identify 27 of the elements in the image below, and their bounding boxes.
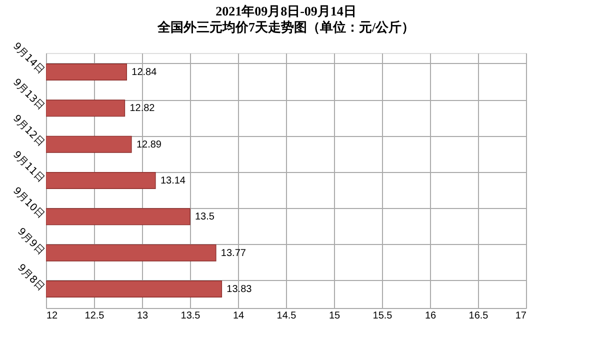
- x-tick-label: 12.5: [84, 310, 105, 322]
- x-tick-label: 14: [232, 310, 244, 322]
- x-tick-label: 12: [46, 310, 58, 322]
- data-label: 12.89: [136, 139, 162, 150]
- data-label: 13.77: [220, 248, 246, 259]
- y-tick-label: 9月9日: [15, 226, 46, 258]
- x-tick-label: 15.5: [372, 310, 393, 322]
- x-tick-label: 16: [424, 310, 436, 322]
- y-tick-label: 9月12日: [10, 113, 46, 149]
- data-label: 12.84: [132, 66, 158, 78]
- x-tick-label: 15: [328, 310, 340, 322]
- x-tick-label: 16.5: [468, 310, 489, 322]
- x-tick-label: 14.5: [276, 310, 297, 322]
- y-tick-label: 9月8日: [15, 262, 46, 294]
- y-tick-label: 9月13日: [10, 76, 46, 112]
- chart-subtitle: 全国外三元均价7天走势图（单位：元/公斤）: [156, 19, 415, 34]
- y-tick-label: 9月14日: [10, 40, 46, 76]
- data-label: 13.83: [226, 284, 252, 296]
- x-tick-label: 17: [515, 310, 527, 322]
- data-label: 13.5: [195, 212, 215, 223]
- chart-title: 2021年09月8日-09月14日: [216, 3, 356, 18]
- x-tick-label: 13: [136, 310, 148, 322]
- data-label: 12.82: [130, 103, 156, 114]
- data-label: 13.14: [160, 176, 186, 186]
- y-tick-label: 9月10日: [10, 185, 46, 221]
- y-tick-label: 9月11日: [10, 149, 46, 185]
- x-tick-label: 13.5: [180, 310, 201, 322]
